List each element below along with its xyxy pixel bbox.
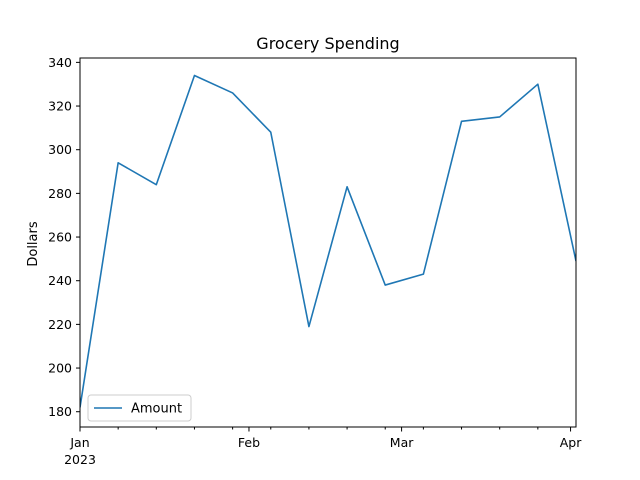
- legend-box: [87, 394, 192, 422]
- y-tick-label: 320: [48, 99, 72, 114]
- x-tick-label: Apr: [560, 435, 582, 450]
- plot-frame: [79, 57, 577, 428]
- x-tick-label: Mar: [390, 435, 414, 450]
- chart-title: Grocery Spending: [256, 34, 399, 53]
- legend-label: Amount: [131, 402, 182, 417]
- x-tick-label: Feb: [238, 435, 260, 450]
- legend: Amount: [87, 394, 192, 422]
- y-axis-label: Dollars: [26, 221, 41, 266]
- y-tick-label: 240: [48, 273, 72, 288]
- x-axis-ticks: Jan 2023 Feb Mar Apr: [64, 427, 582, 467]
- y-tick-label: 260: [48, 230, 72, 245]
- y-tick-label: 180: [48, 404, 72, 419]
- y-axis-ticks: 180 200 220 240 260 280 300 320 340: [48, 55, 80, 419]
- y-tick-label: 200: [48, 361, 72, 376]
- y-tick-label: 280: [48, 186, 72, 201]
- x-tick-sublabel: 2023: [64, 452, 96, 467]
- y-tick-label: 220: [48, 317, 72, 332]
- x-tick-label: Jan: [69, 435, 89, 450]
- series-line-0: [80, 74, 576, 408]
- y-tick-label: 340: [48, 55, 72, 70]
- y-tick-label: 300: [48, 142, 72, 157]
